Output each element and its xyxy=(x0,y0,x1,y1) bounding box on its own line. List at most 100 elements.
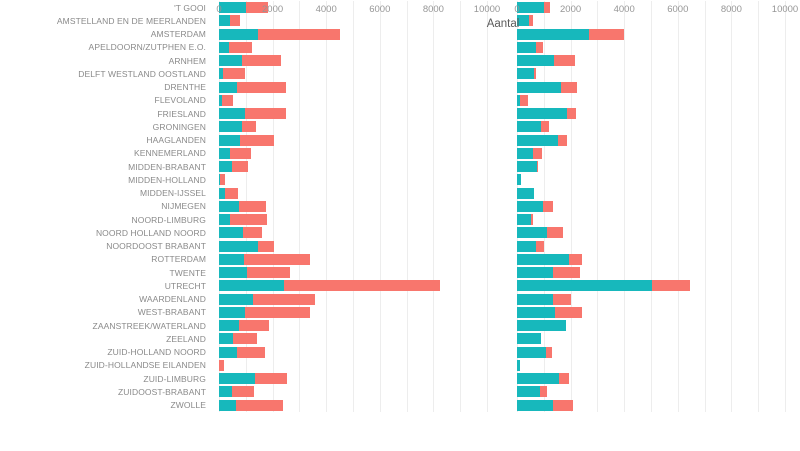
bar-segment-teal xyxy=(219,94,222,106)
bar-segment-teal xyxy=(219,214,230,226)
bar-segment-teal xyxy=(219,2,246,14)
bar-segment-teal xyxy=(219,267,248,279)
bar-row xyxy=(219,213,512,226)
bar-segment-salmon xyxy=(229,15,241,27)
bar-row xyxy=(219,187,512,200)
bar-row xyxy=(517,293,795,306)
bar-row xyxy=(517,134,795,147)
bar-segment-salmon xyxy=(243,227,263,239)
bar-segment-teal xyxy=(517,121,541,133)
bar-row xyxy=(219,28,512,41)
bar-segment-salmon xyxy=(284,280,441,292)
bar-segment-teal xyxy=(219,240,258,252)
bar-segment-teal xyxy=(219,28,258,40)
category-axis-labels: 'T GOOI AMSTELLAND EN DE MEERLANDEN AMSTER… xyxy=(0,1,206,412)
bar-row xyxy=(219,346,512,359)
bar-segment-salmon xyxy=(588,28,625,40)
bar-segment-salmon xyxy=(567,108,576,120)
bar-segment-teal xyxy=(219,200,240,212)
bar-row xyxy=(219,134,512,147)
bar-row xyxy=(219,399,512,412)
bar-segment-teal xyxy=(517,293,554,305)
bar-segment-salmon xyxy=(520,94,529,106)
bar-segment-salmon xyxy=(232,161,249,173)
bar-segment-salmon xyxy=(221,94,234,106)
bar-segment-salmon xyxy=(223,68,245,80)
bar-segment-teal xyxy=(517,267,553,279)
category-label: DRENTHE xyxy=(164,82,206,93)
bar-segment-salmon xyxy=(239,134,274,146)
bar-row xyxy=(517,200,795,213)
bar-segment-teal xyxy=(517,320,566,332)
category-label: ZEELAND xyxy=(166,333,206,344)
category-label: HAAGLANDEN xyxy=(146,135,206,146)
bar-segment-salmon xyxy=(254,373,287,385)
category-label: ZUID-HOLLANDSE EILANDEN xyxy=(84,360,206,371)
x-axis-tick-label: 6000 xyxy=(369,4,391,15)
bar-segment-teal xyxy=(219,253,245,265)
bar-segment-teal xyxy=(219,41,230,53)
bar-row xyxy=(219,14,512,27)
category-label: MIDDEN-IJSSEL xyxy=(139,188,206,199)
bar-row xyxy=(219,306,512,319)
bar-segment-salmon xyxy=(252,293,316,305)
bar-row xyxy=(517,107,795,120)
category-label: UTRECHT xyxy=(164,280,206,291)
bar-row xyxy=(517,240,795,253)
bar-segment-teal xyxy=(219,55,242,67)
category-label: NIJMEGEN xyxy=(161,201,206,212)
bar-segment-salmon xyxy=(241,55,282,67)
category-label: AMSTELLAND EN DE MEERLANDEN xyxy=(56,15,206,26)
bar-segment-teal xyxy=(517,386,541,398)
bar-segment-teal xyxy=(517,240,537,252)
x-axis-tick-label: 6000 xyxy=(667,4,689,15)
bar-segment-teal xyxy=(517,28,589,40)
bar-segment-teal xyxy=(517,174,522,186)
bar-row xyxy=(517,213,795,226)
bar-segment-salmon xyxy=(239,200,266,212)
bar-row xyxy=(219,147,512,160)
bar-segment-salmon xyxy=(552,399,573,411)
category-label: AMSTERDAM xyxy=(150,29,206,40)
bar-row xyxy=(517,67,795,80)
category-label: FLEVOLAND xyxy=(154,95,206,106)
category-label: ZWOLLE xyxy=(170,400,206,411)
plot-area: 'T GOOI AMSTELLAND EN DE MEERLANDEN AMSTER… xyxy=(0,1,795,412)
category-label: FRIESLAND xyxy=(157,108,206,119)
bar-segment-teal xyxy=(219,108,245,120)
bar-segment-salmon xyxy=(219,174,225,186)
bar-segment-teal xyxy=(219,187,226,199)
bar-row xyxy=(517,160,795,173)
gridline xyxy=(487,1,488,412)
bar-segment-salmon xyxy=(235,399,283,411)
bar-segment-salmon xyxy=(225,187,239,199)
bar-segment-teal xyxy=(517,94,521,106)
bar-row xyxy=(517,41,795,54)
bar-segment-teal xyxy=(517,333,541,345)
bar-row xyxy=(219,359,512,372)
category-label: KENNEMERLAND xyxy=(133,148,206,159)
bar-segment-salmon xyxy=(651,280,690,292)
x-axis-tick-label: 2000 xyxy=(560,4,582,15)
bar-segment-salmon xyxy=(239,320,270,332)
facet-panel-right xyxy=(517,1,795,412)
bar-row xyxy=(219,81,512,94)
gridline xyxy=(704,1,706,412)
bar-segment-salmon xyxy=(547,227,563,239)
bar-row xyxy=(517,372,795,385)
bar-segment-salmon xyxy=(540,386,548,398)
category-label: NOORD-LIMBURG xyxy=(131,214,206,225)
bar-segment-teal xyxy=(219,306,245,318)
bar-row xyxy=(219,160,512,173)
category-label: GRONINGEN xyxy=(152,121,206,132)
bar-segment-teal xyxy=(517,2,544,14)
bar-segment-salmon xyxy=(540,121,550,133)
category-label: NOORDOOST BRABANT xyxy=(106,241,206,252)
gridline xyxy=(570,1,572,412)
bar-segment-teal xyxy=(517,373,560,385)
category-label: WAARDENLAND xyxy=(139,294,206,305)
bar-row xyxy=(219,41,512,54)
bar-segment-salmon xyxy=(257,240,274,252)
category-label: MIDDEN-HOLLAND xyxy=(128,174,206,185)
bar-segment-salmon xyxy=(244,253,310,265)
